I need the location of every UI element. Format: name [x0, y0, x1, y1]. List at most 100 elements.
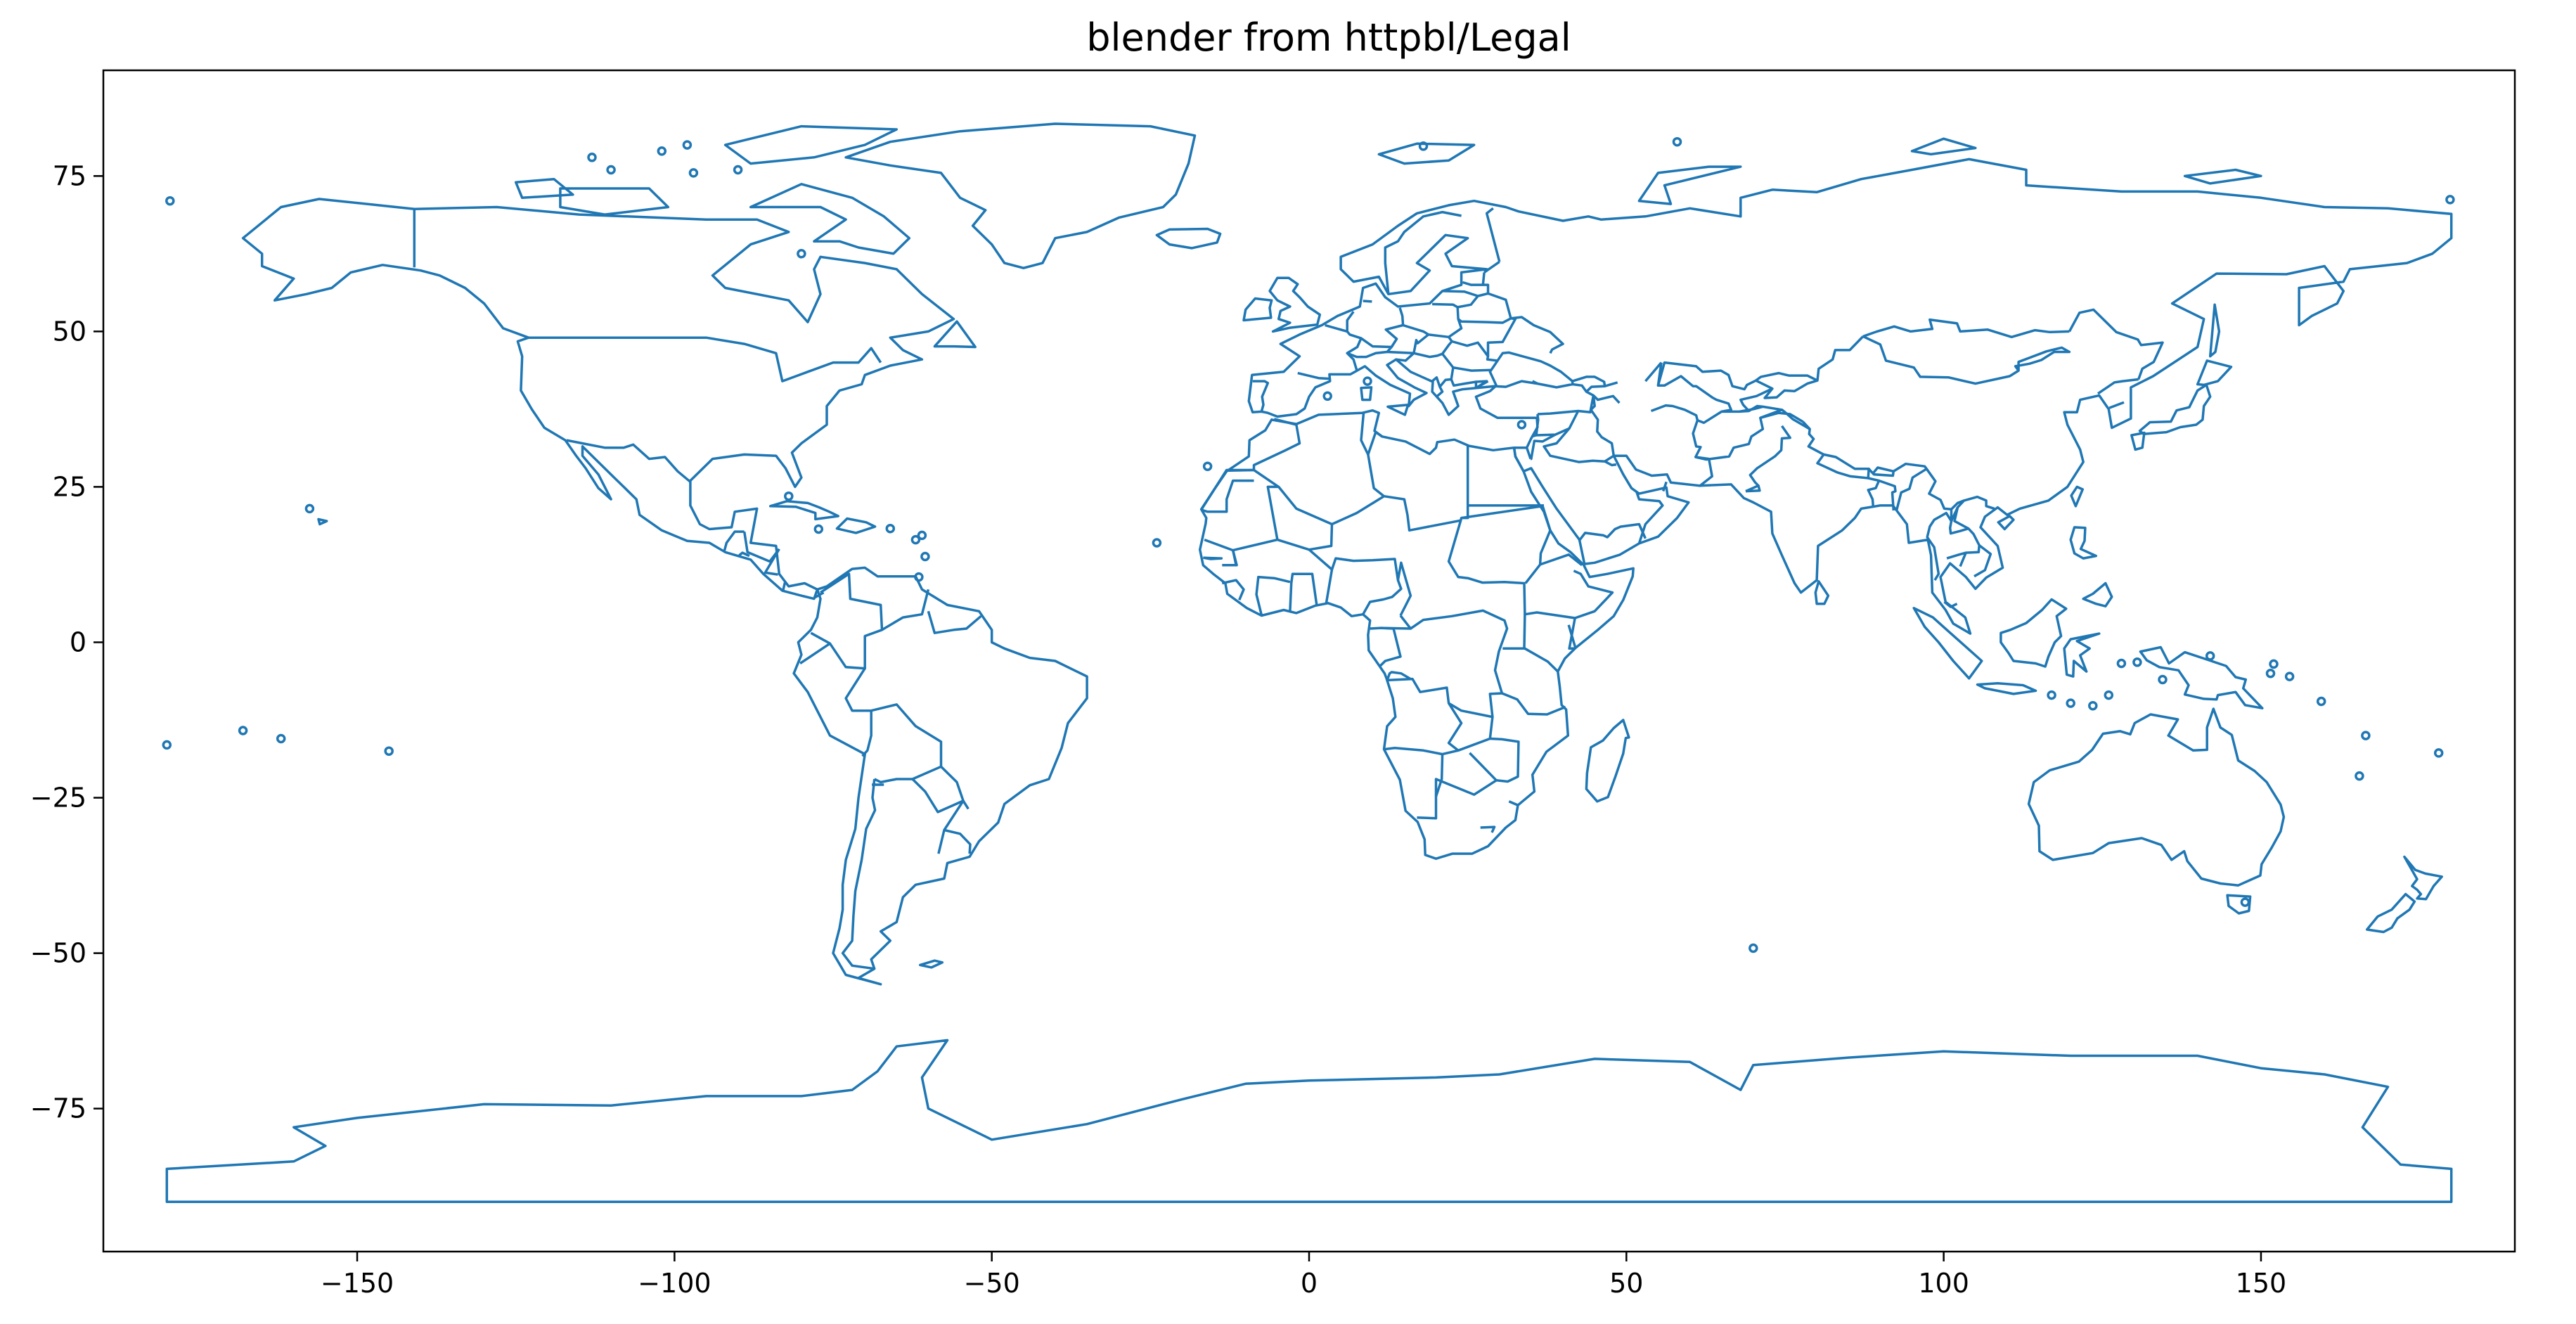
- island: [733, 165, 743, 175]
- country-border: [1893, 462, 1928, 510]
- country-border: [1508, 800, 1519, 806]
- island: [2361, 731, 2371, 740]
- island: [2047, 690, 2056, 700]
- island: [1749, 943, 1758, 953]
- landmass-hawaii: [317, 518, 328, 526]
- country-border: [1781, 409, 1824, 456]
- country-border: [1656, 335, 1865, 399]
- country-border: [1442, 290, 1479, 297]
- country-border: [1297, 371, 1330, 380]
- country-border: [1306, 572, 1318, 605]
- country-border: [844, 667, 872, 757]
- country-border: [1537, 383, 1595, 416]
- country-border: [1604, 381, 1618, 387]
- y-axis: −75 −50 −25 0 25 50 75: [30, 160, 103, 1124]
- island: [2355, 771, 2364, 781]
- country-border: [911, 766, 965, 814]
- country-border: [1662, 481, 1668, 492]
- island: [1202, 461, 1213, 471]
- country-border: [1270, 418, 1273, 421]
- island: [885, 523, 896, 534]
- country-border: [1745, 485, 1761, 493]
- country-border: [1221, 579, 1245, 600]
- landmass-banks-island: [514, 177, 574, 200]
- landmass-cuba: [768, 500, 839, 521]
- x-tick-label: 150: [2236, 1268, 2287, 1299]
- country-border: [1510, 316, 1564, 354]
- country-border: [937, 828, 972, 854]
- landmass-iceland: [1155, 227, 1222, 250]
- island: [917, 530, 927, 541]
- island: [587, 153, 597, 162]
- country-border: [799, 642, 831, 664]
- landmass-victoria-island: [559, 187, 670, 216]
- country-border: [1201, 479, 1254, 513]
- country-border: [1604, 454, 1615, 463]
- landmass-kyushu: [2130, 431, 2146, 451]
- country-border: [1378, 626, 1402, 668]
- landmass-north-america: [241, 198, 955, 600]
- x-tick-label: −50: [964, 1268, 1020, 1299]
- landmass-antarctica: [165, 1039, 2453, 1204]
- country-border: [841, 778, 877, 970]
- landmass-sakhalin: [2208, 303, 2221, 358]
- landmass-new-guinea: [2139, 645, 2264, 709]
- country-border: [1739, 387, 1773, 412]
- island: [910, 534, 921, 545]
- country-border: [1573, 570, 1614, 619]
- island: [276, 733, 286, 744]
- country-border: [1370, 609, 1509, 719]
- landmass-tasmania: [2226, 894, 2252, 915]
- country-border: [1461, 505, 1543, 520]
- island: [2269, 659, 2279, 669]
- country-border: [1346, 311, 1355, 332]
- country-border: [1225, 468, 1254, 473]
- country-border: [1447, 702, 1463, 752]
- landmass-south-america: [792, 566, 1088, 986]
- country-border: [528, 336, 882, 383]
- country-border: [1451, 340, 1498, 362]
- x-tick-label: −150: [321, 1268, 394, 1299]
- country-border: [1346, 337, 1393, 359]
- country-border: [2108, 401, 2125, 409]
- country-border: [1289, 572, 1309, 612]
- landmass-ireland: [1242, 297, 1273, 322]
- country-border: [1590, 395, 1616, 456]
- country-border: [1867, 477, 1881, 508]
- landmass-sardinia: [1360, 386, 1373, 401]
- island: [682, 140, 693, 150]
- country-border: [1524, 506, 1552, 584]
- country-border: [1413, 336, 1453, 359]
- x-tick-label: 100: [1918, 1268, 1969, 1299]
- landmass-ellesmere: [723, 124, 899, 165]
- country-border: [1403, 302, 1463, 339]
- landmass-eurasia: [1247, 158, 2453, 635]
- landmass-severnaya-zemlya: [1910, 137, 1977, 156]
- country-border: [1755, 371, 1818, 382]
- island: [813, 524, 824, 534]
- landmass-madagascar: [1585, 719, 1630, 803]
- island: [2066, 698, 2075, 708]
- landmass-taiwan: [2070, 485, 2085, 508]
- country-border: [1396, 352, 1415, 362]
- country-border: [2068, 308, 2164, 380]
- country-border: [1308, 548, 1412, 617]
- country-border: [1502, 647, 1559, 673]
- country-border: [1950, 506, 1959, 522]
- country-border: [1485, 207, 1501, 262]
- country-border: [1487, 292, 1512, 319]
- country-border: [1578, 522, 1647, 541]
- country-border: [1399, 615, 1412, 630]
- island: [2158, 674, 2168, 685]
- country-border: [1816, 453, 1870, 480]
- island: [2284, 671, 2295, 681]
- country-border: [1384, 211, 1441, 295]
- landmass-sicily: [1386, 403, 1410, 416]
- country-border: [1543, 428, 1617, 467]
- country-border: [1862, 335, 2071, 385]
- island: [784, 491, 794, 501]
- country-border: [1739, 404, 1763, 413]
- island: [1152, 538, 1162, 548]
- y-tick-label: 25: [53, 471, 86, 502]
- landmass-falklands: [918, 959, 944, 969]
